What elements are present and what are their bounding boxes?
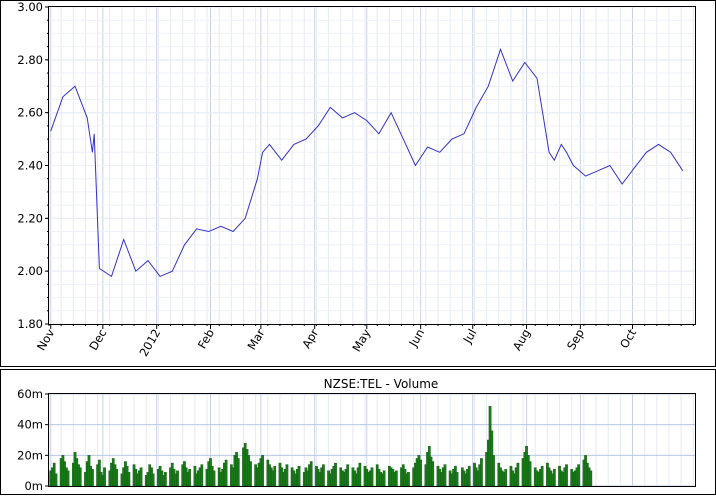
volume-bar (54, 473, 58, 487)
volume-bar (552, 468, 556, 487)
volume-bar (370, 467, 374, 487)
price-y-tick-label: 2.00 (17, 264, 43, 278)
volume-y-tick-label: 40m (17, 418, 43, 432)
price-line (50, 47, 684, 278)
volume-bar (224, 459, 228, 487)
volume-bar (163, 472, 167, 487)
price-y-tick-label: 2.80 (17, 53, 43, 67)
volume-bar (78, 467, 82, 487)
volume-bar (273, 465, 277, 487)
price-y-tick-label: 2.20 (17, 211, 43, 225)
volume-bar (115, 468, 119, 487)
volume-bar (139, 467, 143, 487)
volume-bar (516, 462, 520, 487)
volume-bar (492, 455, 495, 487)
volume-bars (49, 406, 593, 487)
volume-y-tick-label: 0m (24, 479, 43, 493)
volume-bar (66, 470, 70, 487)
volume-bar (103, 467, 106, 487)
volume-bar (467, 465, 471, 487)
price-y-tick-label: 2.40 (17, 159, 43, 173)
volume-bar (358, 462, 362, 487)
volume-bar (528, 461, 532, 487)
price-y-tick-label: 3.00 (17, 0, 43, 14)
volume-bar (504, 468, 508, 487)
volume-bar (188, 468, 192, 487)
volume-plot-area (48, 393, 696, 487)
volume-bar (322, 464, 325, 487)
volume-bar (394, 470, 398, 487)
volume-bar (565, 464, 568, 487)
volume-bar (151, 473, 155, 487)
volume-y-tick-label: 60m (17, 387, 43, 401)
volume-bar (589, 470, 593, 487)
volume-bar (249, 461, 252, 487)
price-y-tick-label: 1.80 (17, 317, 43, 331)
price-y-tick-label: 2.60 (17, 106, 43, 120)
volume-bar (419, 459, 422, 487)
volume-bar (297, 465, 301, 487)
volume-bar (334, 462, 337, 487)
price-x-tick-label: Jul (460, 327, 480, 347)
price-series (50, 47, 684, 278)
volume-bar (91, 468, 94, 487)
volume-chart-title: NZSE:TEL - Volume (324, 377, 439, 391)
price-gridlines (48, 6, 695, 325)
volume-bar (200, 464, 204, 487)
volume-y-tick-label: 20m (17, 448, 43, 462)
price-y-axis: 1.80 2.00 2.20 2.40 2.60 2.80 3.00 (17, 0, 49, 331)
volume-bar (212, 470, 216, 487)
volume-bar (431, 461, 435, 487)
volume-bar (127, 472, 131, 487)
volume-bar (540, 465, 544, 487)
volume-bar (261, 455, 264, 487)
volume-bar (577, 464, 581, 487)
volume-bar (309, 461, 313, 487)
volume-bar (346, 464, 350, 487)
volume-bar (382, 470, 386, 487)
volume-bar (407, 472, 410, 487)
volume-y-axis: 0m 20m 40m 60m (17, 387, 49, 493)
volume-bar (480, 458, 483, 487)
volume-bar (236, 458, 240, 487)
volume-bar (455, 472, 459, 487)
volume-bar (176, 470, 179, 487)
volume-bar (285, 464, 289, 487)
volume-bar (443, 464, 447, 487)
